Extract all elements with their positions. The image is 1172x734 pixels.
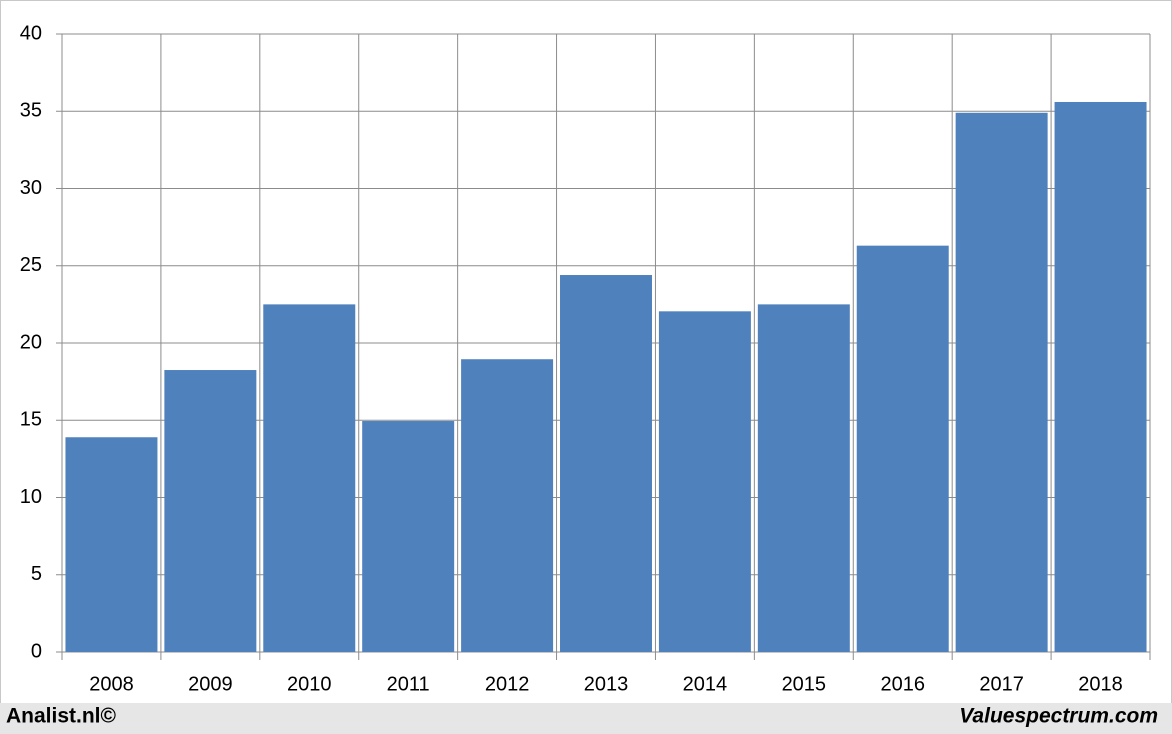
y-tick-label: 10 (20, 486, 42, 508)
y-tick-label: 40 (20, 22, 42, 44)
y-tick-label: 35 (20, 100, 42, 122)
bar (362, 421, 455, 652)
bar (856, 245, 949, 653)
x-tick-label: 2013 (584, 673, 629, 695)
x-tick-label: 2011 (387, 673, 430, 695)
bar (164, 370, 257, 652)
y-tick-label: 5 (31, 563, 42, 585)
x-tick-label: 2015 (782, 673, 827, 695)
x-tick-label: 2016 (880, 673, 925, 695)
x-tick-label: 2014 (683, 673, 728, 695)
footer-right: Valuespectrum.com (959, 705, 1158, 728)
x-tick-label: 2010 (287, 673, 332, 695)
bar (560, 275, 652, 652)
y-tick-label: 0 (31, 640, 42, 662)
footer-bar (0, 703, 1172, 734)
footer-left: Analist.nl© (6, 705, 117, 728)
x-tick-label: 2009 (188, 673, 233, 695)
bar (1054, 101, 1147, 653)
y-tick-label: 15 (20, 409, 42, 431)
x-tick-label: 2018 (1078, 673, 1123, 695)
y-tick-label: 30 (20, 177, 42, 199)
bar (955, 112, 1048, 653)
y-tick-label: 20 (20, 331, 42, 353)
bar (757, 304, 850, 652)
bar (65, 437, 158, 652)
x-tick-label: 2017 (979, 673, 1024, 695)
bar (263, 304, 356, 652)
bar (658, 311, 751, 652)
bar (461, 359, 554, 652)
x-tick-label: 2008 (89, 673, 134, 695)
x-tick-label: 2012 (485, 673, 530, 695)
y-tick-label: 25 (20, 254, 42, 276)
